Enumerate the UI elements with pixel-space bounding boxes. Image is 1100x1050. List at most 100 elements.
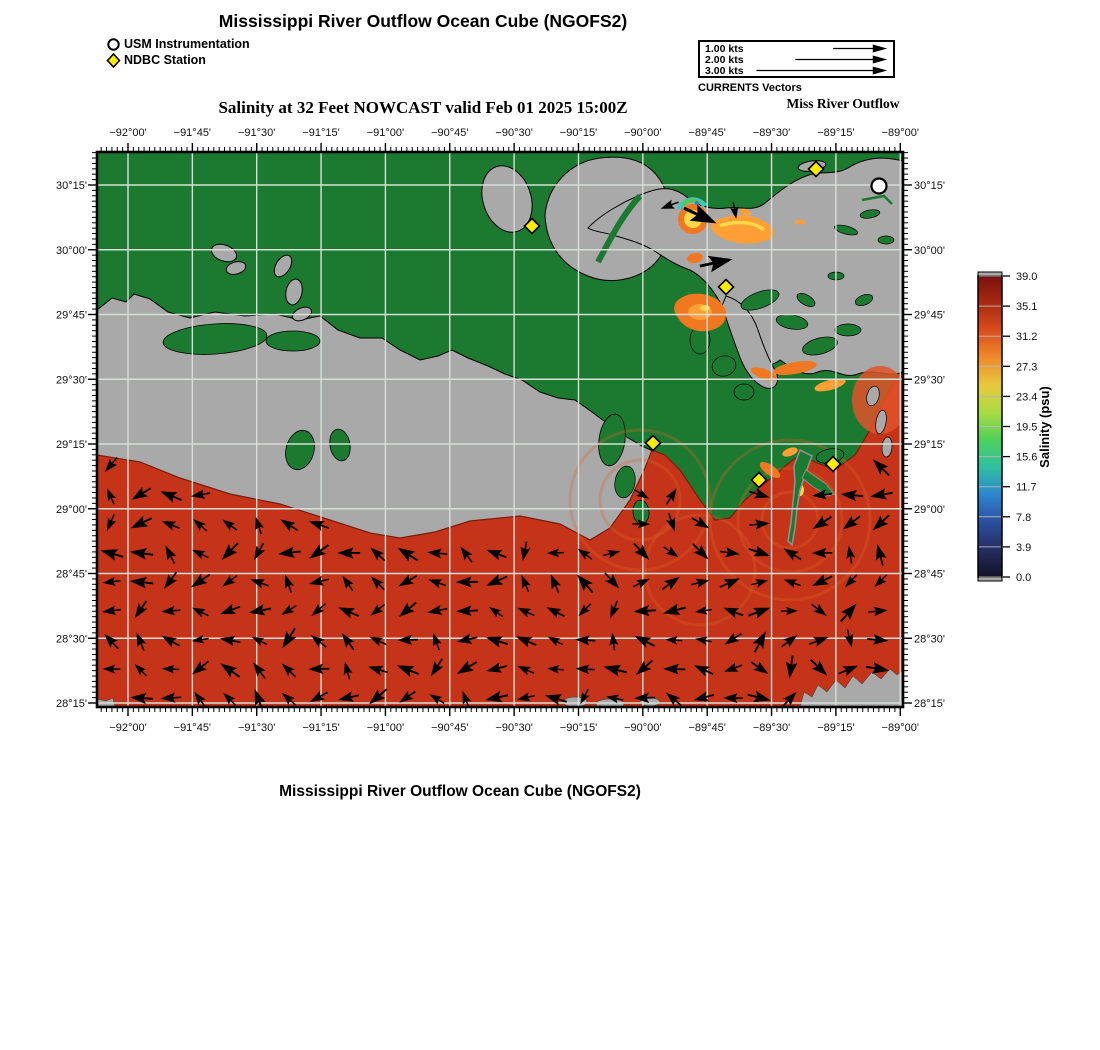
y-tick-label: 29°45' (56, 310, 87, 322)
current-arrow (844, 629, 854, 648)
bayou-channel (861, 194, 893, 205)
current-arrow (104, 633, 119, 650)
current-arrow (129, 576, 154, 589)
colorbar-tick-label: 3.9 (1016, 542, 1031, 554)
gulf-red-water (97, 371, 903, 707)
current-arrow (370, 603, 386, 616)
current-arrow (730, 202, 739, 219)
x-tick-label: −90°30' (495, 722, 532, 734)
current-arrow (546, 607, 565, 619)
colorbar-tick-label: 23.4 (1016, 391, 1037, 403)
current-arrow (546, 548, 565, 558)
current-speed-row: 1.00 kts (705, 43, 889, 54)
colorbar-tick-label: 7.8 (1016, 512, 1031, 524)
colorbar-axis-label: Salinity (psu) (1037, 386, 1052, 468)
current-arrow (580, 688, 590, 705)
current-arrow (811, 547, 833, 558)
current-arrow (309, 690, 328, 703)
current-arrow (338, 607, 360, 619)
current-arrow (550, 574, 561, 594)
current-arrow (190, 573, 211, 588)
current-arrow (749, 519, 770, 530)
current-arrow (610, 600, 620, 619)
current-arrow (723, 693, 744, 704)
x-tick-label: −89°45' (688, 722, 725, 734)
colorbar-tick-label: 27.3 (1016, 361, 1037, 373)
current-arrow (699, 255, 733, 273)
currents-vector-legend: 1.00 kts 2.00 kts 3.00 kts (698, 40, 895, 78)
current-arrow (284, 574, 294, 593)
current-arrow (223, 692, 237, 706)
current-arrow (190, 489, 211, 499)
current-arrow (577, 548, 593, 560)
ndbc-station-marker (644, 434, 662, 452)
tidal-channel (595, 193, 643, 264)
current-arrow (665, 692, 682, 707)
x-tick-label: −89°00' (882, 722, 919, 734)
current-arrow (521, 574, 531, 593)
current-arrow (397, 634, 418, 645)
legend-row-ndbc: NDBC Station (106, 52, 250, 68)
current-arrow (783, 548, 802, 561)
map-border (95, 150, 905, 709)
axis-ticks (88, 143, 912, 716)
current-arrow (747, 690, 771, 703)
ndbc-station-marker (824, 455, 842, 473)
current-arrow (220, 663, 241, 678)
x-tick-label: −91°30' (238, 127, 275, 139)
current-arrow (660, 199, 679, 209)
current-arrow (872, 514, 890, 531)
current-arrow (634, 635, 656, 649)
current-arrow (399, 690, 416, 703)
current-arrow (812, 489, 833, 500)
current-arrow (255, 516, 264, 535)
current-arrow (515, 636, 537, 648)
current-arrow (865, 662, 890, 674)
current-vector-arrows (100, 199, 893, 707)
current-arrow (694, 606, 712, 615)
region-label: Miss River Outflow (786, 96, 900, 111)
current-arrow (812, 515, 832, 530)
current-arrow (634, 692, 656, 704)
current-speed-label: 3.00 kts (705, 64, 744, 77)
current-arrow (520, 541, 531, 562)
current-arrow (130, 692, 153, 705)
current-arrow (107, 488, 116, 505)
legend-ndbc-label: NDBC Station (124, 53, 206, 67)
y-tick-label: 30°00' (914, 245, 945, 257)
station-markers (523, 160, 888, 489)
current-arrow (875, 544, 887, 566)
y-tick-label: 28°30' (914, 633, 945, 645)
current-speed-row: 3.00 kts (705, 65, 889, 76)
current-speed-label: 2.00 kts (705, 53, 744, 66)
current-arrow (665, 488, 677, 505)
plot-subtitle: Salinity at 32 Feet NOWCAST valid Feb 01… (218, 98, 628, 117)
current-arrow (192, 549, 209, 560)
gulf-rings (568, 428, 872, 627)
current-arrow (780, 606, 798, 616)
current-arrow (311, 603, 326, 617)
current-arrow (308, 521, 330, 532)
salinity-map: −92°00' −92°00' −91°45' −91°45' −91°30' −91°3… (56, 127, 1052, 734)
current-arrow (220, 603, 241, 615)
current-arrow (724, 632, 742, 645)
current-arrow (605, 694, 624, 704)
current-arrow (748, 607, 771, 619)
currents-legend-caption: CURRENTS Vectors (698, 82, 802, 94)
current-arrow (341, 632, 355, 651)
y-tick-label: 29°30' (914, 374, 945, 386)
x-tick-label: −91°45' (174, 722, 211, 734)
y-tick-label: 28°45' (56, 569, 87, 581)
current-arrow (575, 664, 596, 675)
current-arrow (603, 549, 621, 559)
x-tick-label: −89°00' (882, 127, 919, 139)
current-arrow (872, 459, 890, 477)
current-arrow (337, 547, 361, 559)
y-tick-label: 28°30' (56, 633, 87, 645)
current-arrow (430, 658, 444, 677)
current-arrow (161, 605, 181, 616)
current-speed-arrow (795, 55, 888, 64)
current-arrow (281, 692, 297, 706)
current-arrow (368, 665, 389, 676)
